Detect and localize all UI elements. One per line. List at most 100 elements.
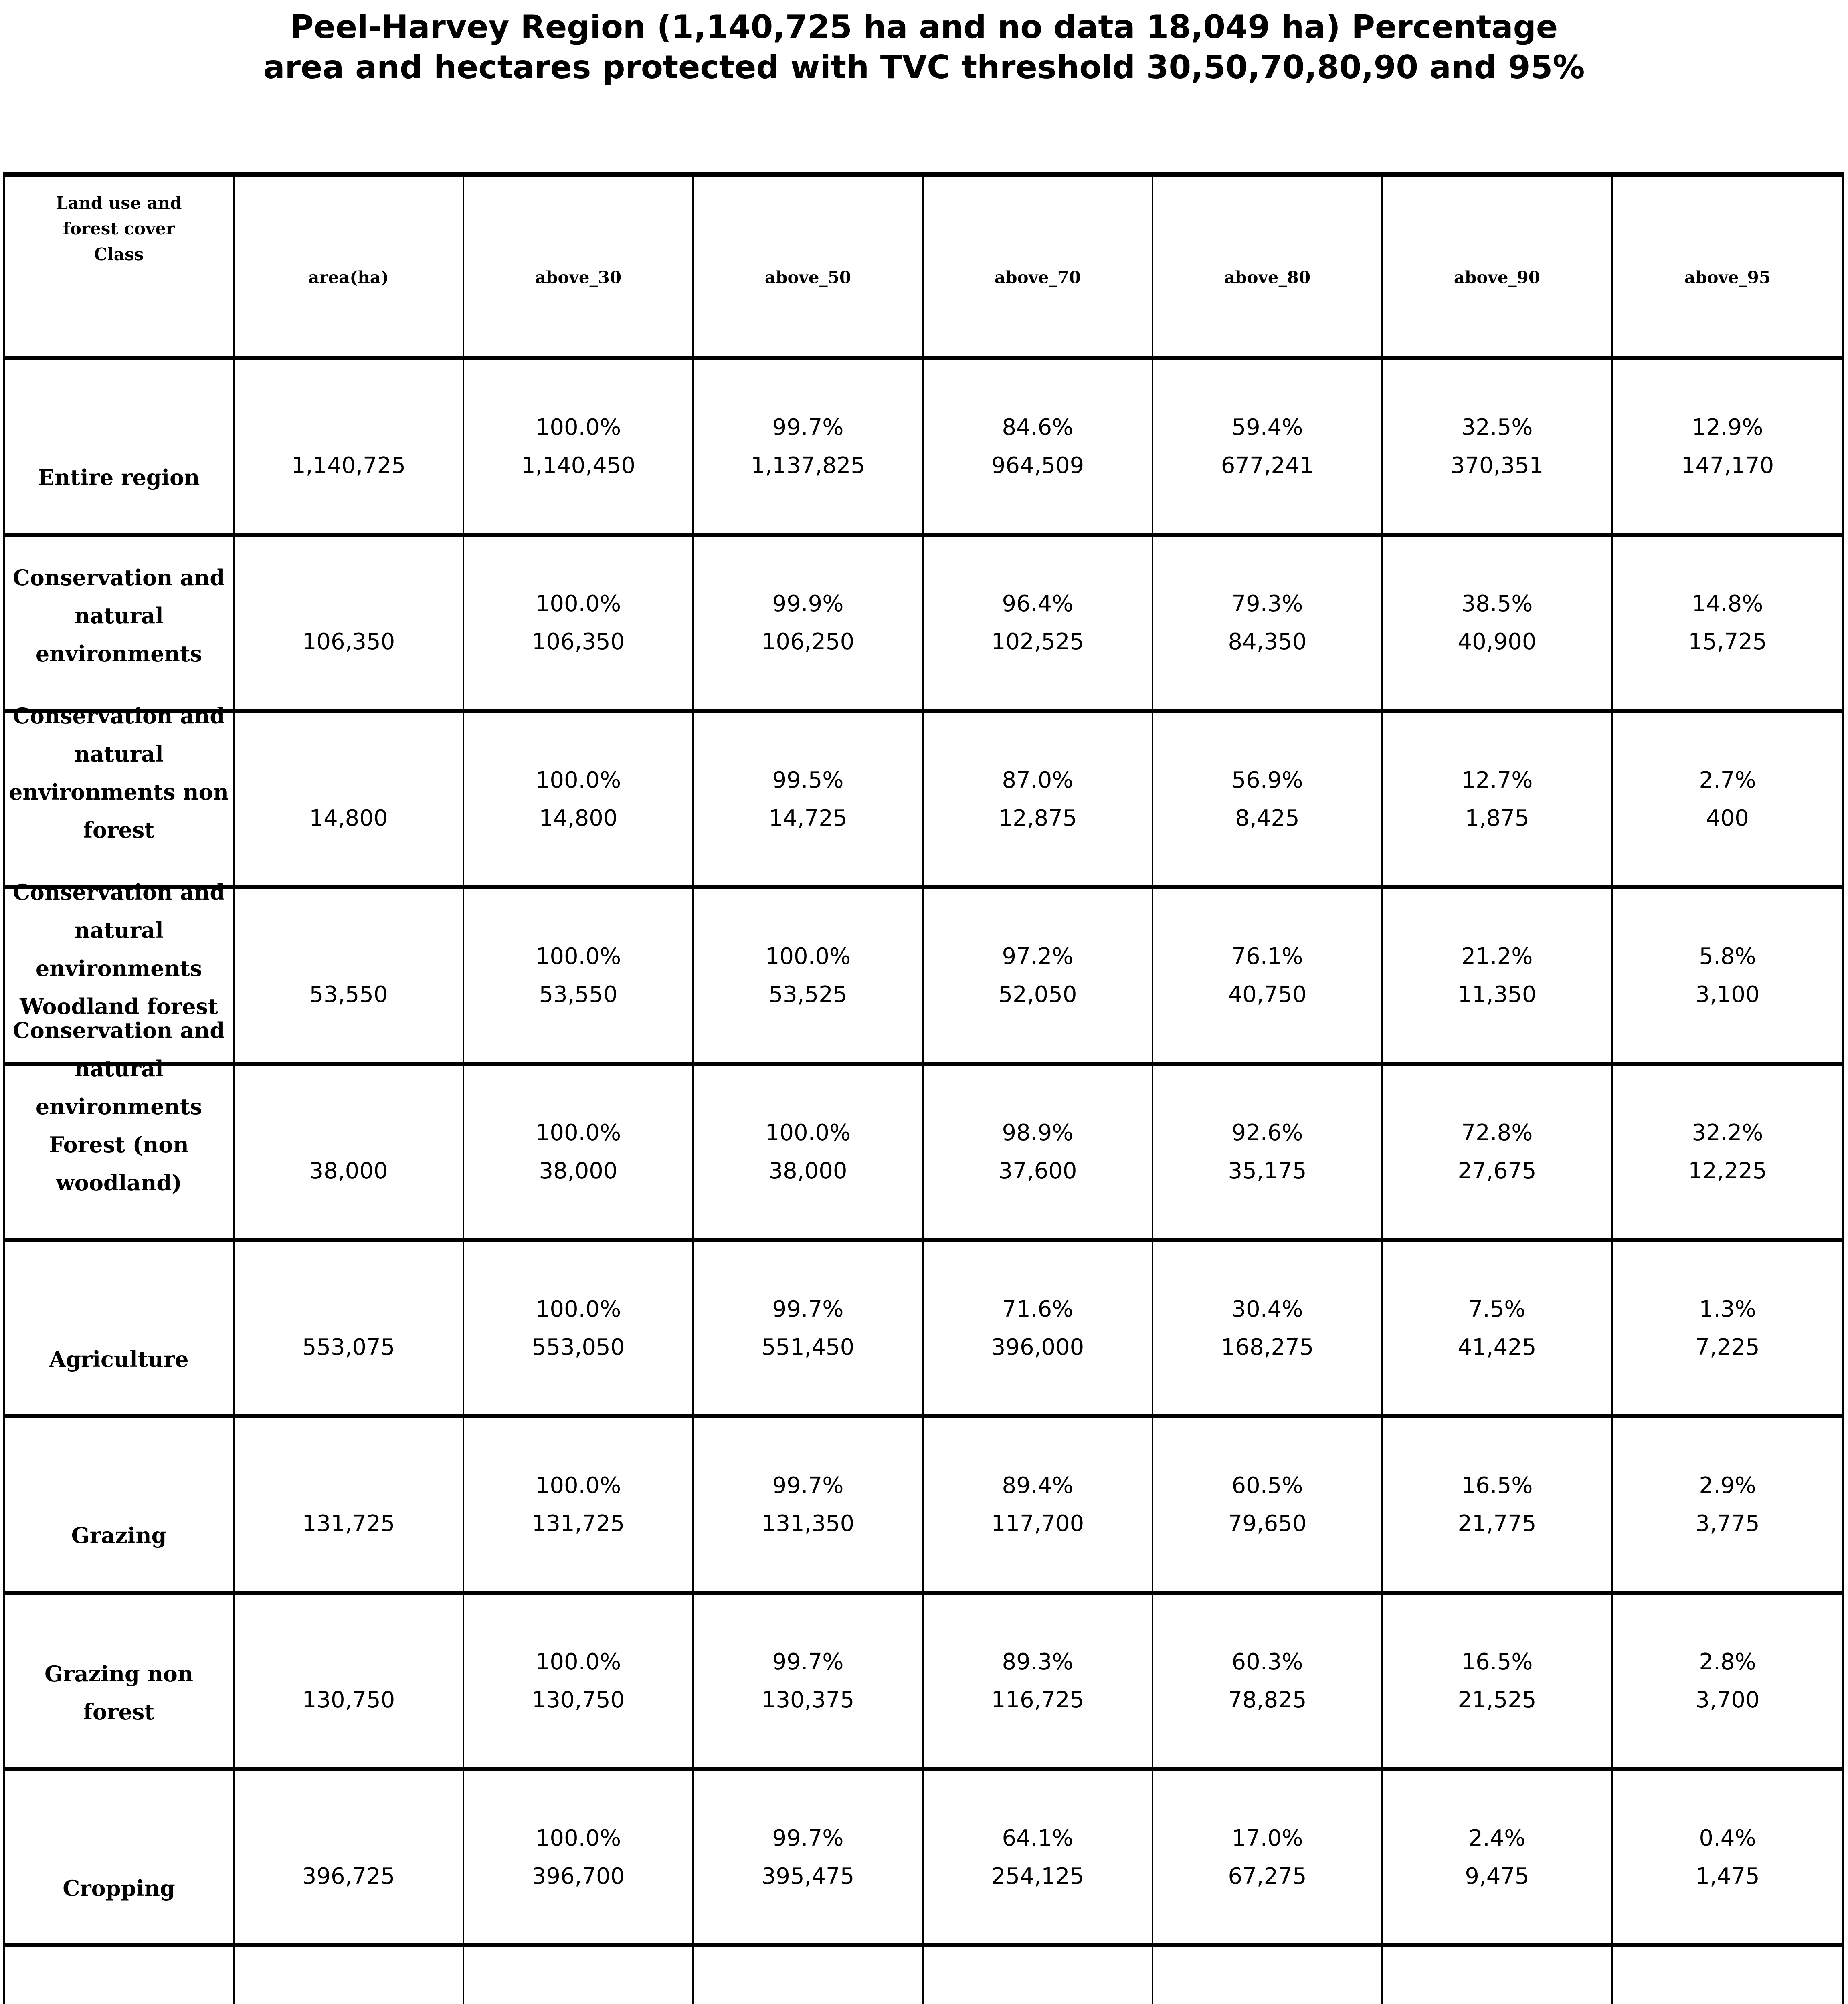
pct-value: 100.0% [535, 1120, 621, 1146]
ha-value: 37,600 [998, 1158, 1077, 1184]
ha-value: 52,050 [998, 982, 1077, 1008]
table-row: Agriculture 553,075 100.0% 553,050 99.7% 5… [5, 1242, 1842, 1418]
ha-value: 147,170 [1681, 453, 1774, 479]
row-label: Cropping [63, 1875, 175, 1901]
table-row: Conservation and natural environments 10… [5, 537, 1842, 713]
pct-value: 2.4% [1468, 1825, 1526, 1851]
pct-value: 41.3% [1462, 1996, 1533, 2004]
header-above-90: above_90 [1383, 177, 1613, 356]
ha-value: 14,725 [768, 805, 847, 831]
ha-value: 41,425 [1458, 1334, 1537, 1360]
ha-value: 12,875 [998, 805, 1077, 831]
row-label: Conservation and natural environments Wo… [12, 879, 225, 1019]
pct-value: 99.5% [772, 767, 844, 793]
ha-value: 370,351 [1450, 453, 1544, 479]
ha-value: 396,700 [532, 1863, 625, 1889]
row-label: Conservation and natural environments no… [9, 703, 229, 843]
pct-value: 21.2% [1461, 943, 1533, 970]
page-title: Peel-Harvey Region (1,140,725 ha and no … [0, 7, 1848, 87]
ha-value: 3,775 [1695, 1511, 1760, 1537]
pct-value: 100.0% [535, 943, 621, 970]
pct-value: 2.7% [1699, 767, 1756, 793]
pct-value: 89.3% [1002, 1649, 1074, 1675]
pct-value: 100.0% [535, 414, 621, 440]
row-label: Grazing non forest [44, 1661, 194, 1725]
pct-value: 30.4% [1231, 1296, 1303, 1322]
pct-value: 79.3% [1231, 591, 1303, 617]
area-value: 38,000 [309, 1158, 388, 1184]
ha-value: 553,050 [532, 1334, 625, 1360]
table-row: Conservation and natural environments Wo… [5, 879, 1842, 1066]
pct-value: 96.4% [1002, 591, 1074, 617]
pct-value: 100.0% [765, 1120, 851, 1146]
row-label: Conservation and natural environments Fo… [12, 1018, 225, 1196]
pct-value: 1.3% [1699, 1296, 1756, 1322]
pct-value: 2.8% [1699, 1649, 1756, 1675]
pct-value: 98.9% [1002, 1120, 1074, 1146]
ha-value: 116,725 [991, 1687, 1084, 1713]
pct-value: 60.5% [1231, 1473, 1303, 1499]
ha-value: 1,137,825 [750, 453, 865, 479]
ha-value: 395,475 [761, 1863, 855, 1889]
row-label: Conservation and natural environments [12, 565, 225, 667]
land-use-table: Land use and forest cover Class area(ha)… [3, 172, 1844, 2004]
ha-value: 53,550 [539, 982, 618, 1008]
area-value: 1,140,725 [291, 453, 406, 479]
pct-value: 99.7% [772, 414, 844, 440]
table-row: Grazing 131,725 100.0% 131,725 99.7% 131,3… [5, 1418, 1842, 1595]
page-title-line2: area and hectares protected with TVC thr… [263, 48, 1585, 86]
pct-value: 16.5% [1461, 1473, 1533, 1499]
pct-value: 100.0% [535, 591, 621, 617]
ha-value: 40,900 [1458, 629, 1537, 655]
ha-value: 35,175 [1228, 1158, 1307, 1184]
ha-value: 1,140,450 [521, 453, 635, 479]
pct-value: 100.0% [536, 1996, 621, 2004]
ha-value: 8,425 [1235, 805, 1300, 831]
ha-value: 15,725 [1688, 629, 1767, 655]
ha-value: 131,350 [761, 1511, 855, 1537]
ha-value: 27,675 [1458, 1158, 1537, 1184]
ha-value: 677,241 [1221, 453, 1314, 479]
area-value: 53,550 [309, 982, 388, 1008]
table-row: Conservation and natural environments no… [5, 703, 1842, 889]
pct-value: 8.0% [1699, 1996, 1756, 2004]
ha-value: 53,525 [768, 982, 847, 1008]
pct-value: 12.7% [1461, 767, 1533, 793]
row-label: Grazing [71, 1523, 167, 1548]
page-title-line1: Peel-Harvey Region (1,140,725 ha and no … [290, 8, 1558, 46]
ha-value: 38,000 [768, 1158, 847, 1184]
pct-value: 100.0% [535, 1296, 621, 1322]
area-value: 396,725 [302, 1863, 395, 1889]
ha-value: 1,875 [1465, 805, 1529, 831]
row-label: Entire region [38, 465, 200, 490]
ha-value: 106,350 [532, 629, 625, 655]
area-value: 106,350 [302, 629, 395, 655]
ha-value: 78,825 [1228, 1687, 1307, 1713]
pct-value: 14.8% [1692, 591, 1763, 617]
pct-value: 100.0% [765, 1996, 851, 2004]
table-row: Cropping 396,725 100.0% 396,700 99.7% 395,… [5, 1771, 1842, 1947]
ha-value: 396,000 [991, 1334, 1084, 1360]
ha-value: 40,750 [1228, 982, 1307, 1008]
ha-value: 11,350 [1458, 982, 1537, 1008]
pct-value: 16.5% [1461, 1649, 1533, 1675]
ha-value: 117,700 [991, 1511, 1084, 1537]
header-above-80: above_80 [1153, 177, 1383, 356]
ha-value: 79,650 [1228, 1511, 1307, 1537]
pct-value: 0.4% [1699, 1825, 1756, 1851]
pct-value: 100.0% [535, 1649, 621, 1675]
pct-value: 84.6% [1002, 414, 1074, 440]
pct-value: 99.7% [772, 1473, 844, 1499]
ha-value: 7,225 [1695, 1334, 1760, 1360]
pct-value: 99.7% [772, 1296, 844, 1322]
row-label: Agriculture [49, 1346, 189, 1372]
ha-value: 130,750 [532, 1687, 625, 1713]
header-above-95: above_95 [1684, 267, 1771, 287]
pct-value: 99.7% [772, 1825, 844, 1851]
pct-value: 89.4% [1002, 1473, 1074, 1499]
area-value: 130,750 [302, 1687, 395, 1713]
pct-value: 72.8% [1461, 1120, 1533, 1146]
ha-value: 964,509 [991, 453, 1084, 479]
header-class: Land use and forest cover Class [5, 177, 235, 356]
ha-value: 38,000 [539, 1158, 618, 1184]
